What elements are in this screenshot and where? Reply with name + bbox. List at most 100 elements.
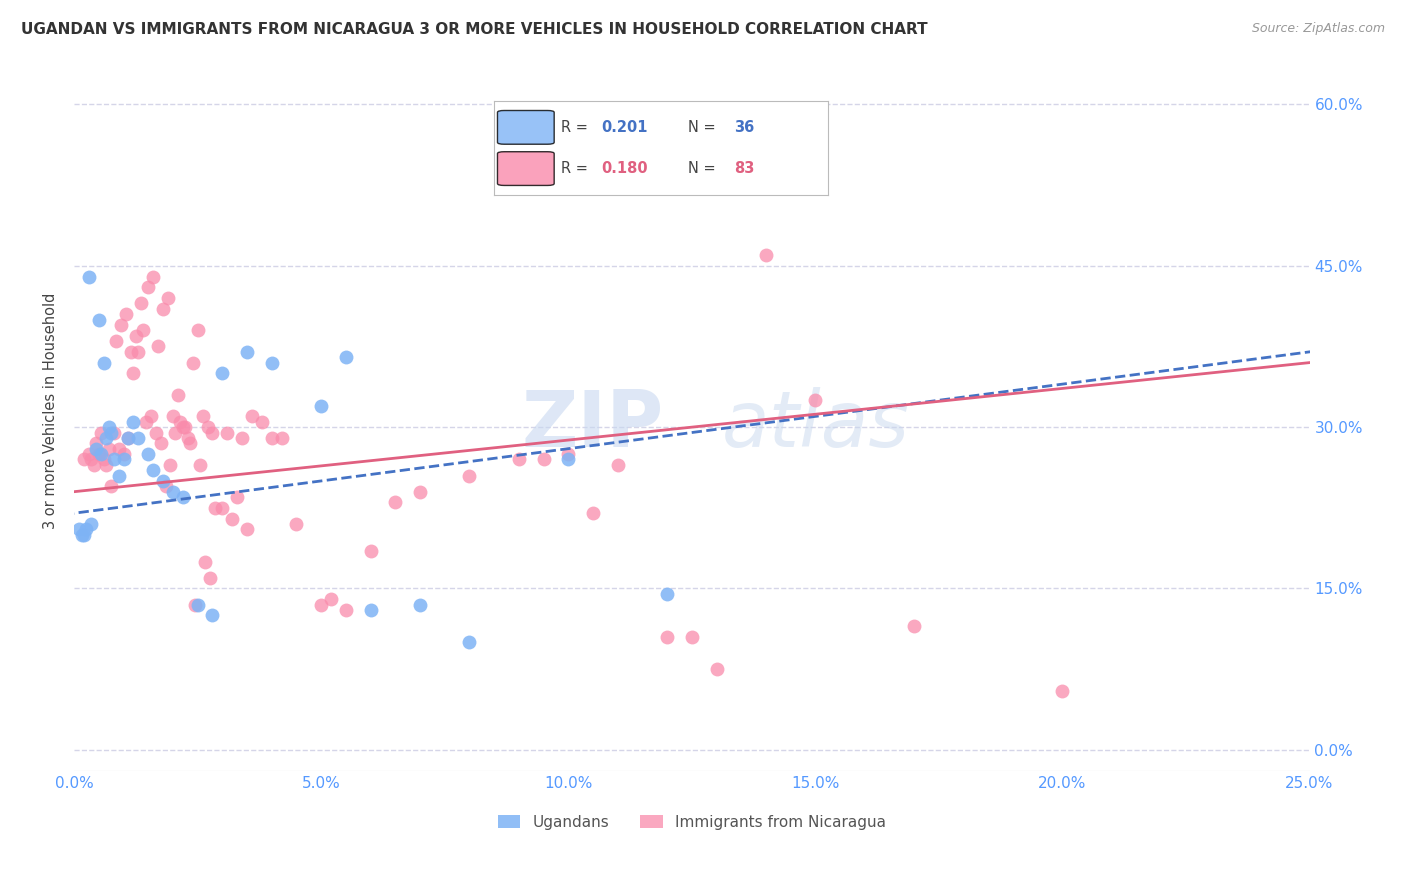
Point	[136, 280, 159, 294]
Point	[194, 555, 217, 569]
Point	[93, 356, 115, 370]
Point	[93, 452, 115, 467]
Point	[458, 635, 481, 649]
Point	[174, 420, 197, 434]
Point	[184, 598, 207, 612]
Point	[120, 344, 142, 359]
Point	[117, 431, 139, 445]
Point	[83, 458, 105, 472]
Point	[139, 409, 162, 424]
Point	[309, 399, 332, 413]
Point	[204, 500, 226, 515]
Point	[103, 452, 125, 467]
Point	[142, 269, 165, 284]
Point	[458, 468, 481, 483]
Point	[75, 522, 97, 536]
Point	[706, 662, 728, 676]
Point	[211, 500, 233, 515]
Point	[508, 452, 530, 467]
Point	[260, 431, 283, 445]
Point	[250, 415, 273, 429]
Point	[191, 409, 214, 424]
Point	[73, 527, 96, 541]
Point	[90, 447, 112, 461]
Point	[100, 479, 122, 493]
Point	[115, 307, 138, 321]
Point	[107, 442, 129, 456]
Point	[103, 425, 125, 440]
Point	[360, 544, 382, 558]
Point	[73, 452, 96, 467]
Point	[201, 608, 224, 623]
Point	[87, 447, 110, 461]
Point	[360, 603, 382, 617]
Point	[127, 344, 149, 359]
Point	[557, 447, 579, 461]
Text: UGANDAN VS IMMIGRANTS FROM NICARAGUA 3 OR MORE VEHICLES IN HOUSEHOLD CORRELATION: UGANDAN VS IMMIGRANTS FROM NICARAGUA 3 O…	[21, 22, 928, 37]
Point	[122, 367, 145, 381]
Point	[105, 334, 128, 348]
Point	[335, 603, 357, 617]
Point	[198, 571, 221, 585]
Point	[187, 598, 209, 612]
Point	[188, 458, 211, 472]
Point	[142, 463, 165, 477]
Point	[145, 425, 167, 440]
Point	[146, 339, 169, 353]
Point	[110, 318, 132, 332]
Point	[187, 323, 209, 337]
Point	[129, 296, 152, 310]
Point	[80, 452, 103, 467]
Point	[149, 436, 172, 450]
Point	[226, 490, 249, 504]
Point	[557, 452, 579, 467]
Point	[162, 409, 184, 424]
Point	[240, 409, 263, 424]
Point	[127, 431, 149, 445]
Point	[236, 344, 259, 359]
Point	[903, 619, 925, 633]
Point	[159, 458, 181, 472]
Point	[162, 484, 184, 499]
Text: ZIP: ZIP	[522, 387, 664, 464]
Point	[179, 436, 201, 450]
Point	[755, 248, 778, 262]
Point	[655, 630, 678, 644]
Point	[533, 452, 555, 467]
Point	[201, 425, 224, 440]
Point	[156, 291, 179, 305]
Point	[384, 495, 406, 509]
Point	[96, 458, 118, 472]
Point	[804, 393, 827, 408]
Point	[86, 436, 108, 450]
Point	[681, 630, 703, 644]
Point	[135, 415, 157, 429]
Point	[155, 479, 177, 493]
Point	[167, 388, 190, 402]
Point	[309, 598, 332, 612]
Point	[172, 490, 194, 504]
Point	[97, 442, 120, 456]
Point	[270, 431, 292, 445]
Point	[197, 420, 219, 434]
Point	[67, 522, 90, 536]
Point	[231, 431, 253, 445]
Point	[260, 356, 283, 370]
Point	[112, 447, 135, 461]
Point	[125, 328, 148, 343]
Point	[319, 592, 342, 607]
Point	[211, 367, 233, 381]
Point	[136, 447, 159, 461]
Point	[152, 301, 174, 316]
Point	[172, 420, 194, 434]
Point	[107, 468, 129, 483]
Point	[152, 474, 174, 488]
Point	[335, 350, 357, 364]
Point	[100, 425, 122, 440]
Point	[217, 425, 239, 440]
Point	[655, 587, 678, 601]
Point	[582, 506, 605, 520]
Point	[285, 516, 308, 531]
Legend: Ugandans, Immigrants from Nicaragua: Ugandans, Immigrants from Nicaragua	[492, 808, 893, 836]
Point	[112, 452, 135, 467]
